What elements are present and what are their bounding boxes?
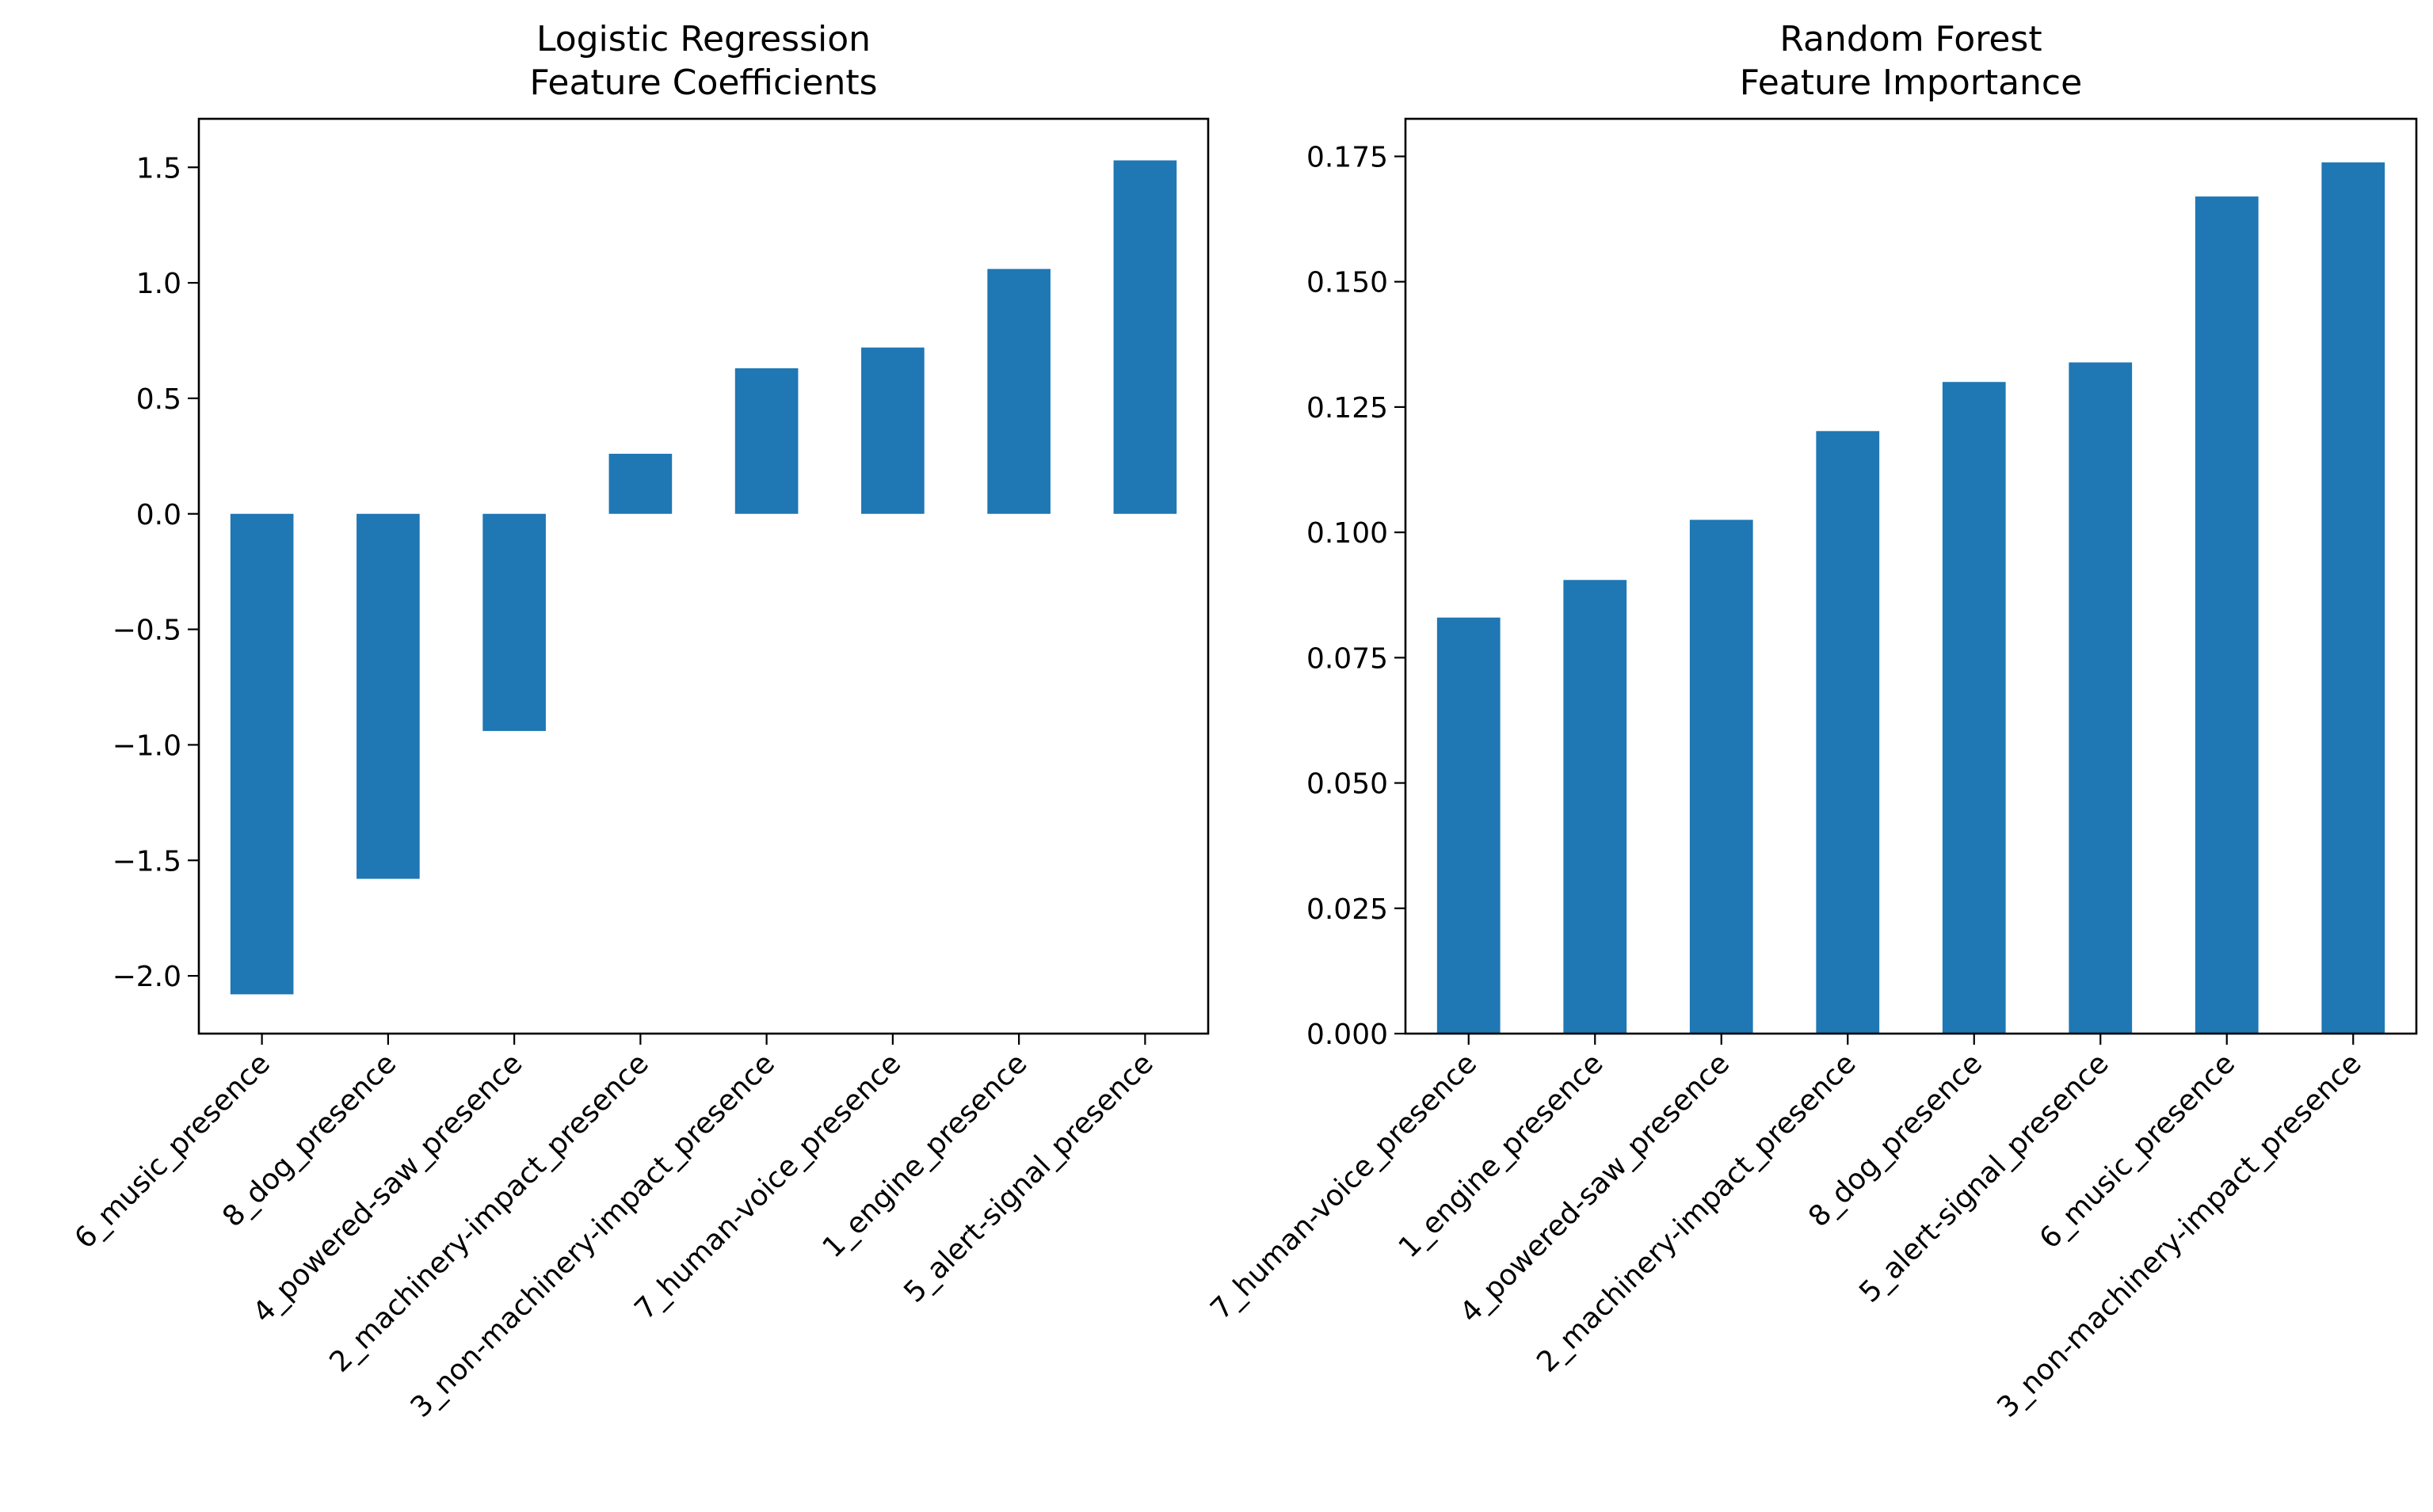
chart-title: Logistic Regression bbox=[536, 19, 871, 59]
bar-7_human-voice_presence bbox=[1436, 617, 1501, 1034]
bar-7_human-voice_presence bbox=[861, 347, 925, 514]
y-tick-label: 0.175 bbox=[1306, 141, 1388, 173]
bar-2_machinery-impact_presence bbox=[1816, 431, 1880, 1034]
x-axis: 7_human-voice_presence1_engine_presence4… bbox=[1204, 1034, 2368, 1424]
chart-subtitle: Feature Coefficients bbox=[529, 63, 877, 103]
logistic-regression-chart: Logistic Regression Feature Coefficients… bbox=[69, 19, 1210, 1424]
y-tick-label: 1.5 bbox=[136, 152, 181, 185]
y-tick-label: 0.150 bbox=[1306, 267, 1388, 299]
plot-frame bbox=[197, 117, 1210, 1035]
bar-3_non-machinery-impact_presence bbox=[734, 368, 799, 514]
bar-2_machinery-impact_presence bbox=[608, 453, 673, 514]
y-tick-label: 0.050 bbox=[1306, 768, 1388, 801]
chart-title: Random Forest bbox=[1779, 19, 2042, 59]
x-tick-label: 1_engine_presence bbox=[1393, 1047, 1610, 1264]
bar-6_music_presence bbox=[230, 513, 294, 995]
x-tick-label: 5_alert-signal_presence bbox=[1853, 1047, 2115, 1308]
y-tick-label: 0.0 bbox=[136, 499, 181, 531]
y-tick-label: −2.0 bbox=[112, 961, 181, 993]
bar-4_powered-saw_presence bbox=[482, 513, 546, 731]
bar-1_engine_presence bbox=[987, 269, 1051, 514]
bar-8_dog_presence bbox=[1942, 382, 2006, 1034]
y-tick-label: −1.0 bbox=[112, 729, 181, 762]
bar-5_alert-signal_presence bbox=[2069, 362, 2133, 1034]
bar-3_non-machinery-impact_presence bbox=[2321, 162, 2385, 1034]
y-tick-label: 1.0 bbox=[136, 268, 181, 300]
x-tick-label: 5_alert-signal_presence bbox=[898, 1047, 1159, 1308]
x-tick-label: 4_powered-saw_presence bbox=[247, 1047, 529, 1329]
plot-frame bbox=[1404, 117, 2418, 1035]
x-tick-label: 7_human-voice_presence bbox=[628, 1047, 907, 1326]
y-tick-label: −0.5 bbox=[112, 615, 181, 647]
bar-1_engine_presence bbox=[1563, 580, 1627, 1034]
bar-5_alert-signal_presence bbox=[1113, 160, 1177, 514]
bar-group bbox=[230, 160, 1177, 995]
y-tick-label: 0.125 bbox=[1306, 392, 1388, 425]
random-forest-chart: Random Forest Feature Importance 0.0000.… bbox=[1204, 19, 2418, 1424]
x-axis: 6_music_presence8_dog_presence4_powered-… bbox=[69, 1034, 1160, 1424]
bar-6_music_presence bbox=[2195, 196, 2259, 1034]
y-axis: −2.0 −1.5 −1.0 −0.5 0.0 0.5 1.0 1.5 bbox=[112, 152, 199, 993]
y-tick-label: 0.100 bbox=[1306, 517, 1388, 550]
x-tick-label: 1_engine_presence bbox=[817, 1047, 1034, 1264]
chart-subtitle: Feature Importance bbox=[1740, 63, 2082, 103]
y-tick-label: 0.000 bbox=[1306, 1019, 1388, 1051]
y-tick-label: 0.075 bbox=[1306, 642, 1388, 675]
y-tick-label: −1.5 bbox=[112, 845, 181, 878]
y-axis: 0.000 0.025 0.050 0.075 0.100 0.125 0.150 0.175 bbox=[1306, 141, 1405, 1051]
bar-8_dog_presence bbox=[357, 513, 420, 879]
bar-group bbox=[1436, 162, 2385, 1034]
y-tick-label: 0.025 bbox=[1306, 893, 1388, 926]
x-tick-label: 4_powered-saw_presence bbox=[1454, 1047, 1736, 1329]
y-tick-label: 0.5 bbox=[136, 383, 181, 416]
bar-4_powered-saw_presence bbox=[1689, 520, 1753, 1034]
x-tick-label: 7_human-voice_presence bbox=[1204, 1047, 1483, 1326]
